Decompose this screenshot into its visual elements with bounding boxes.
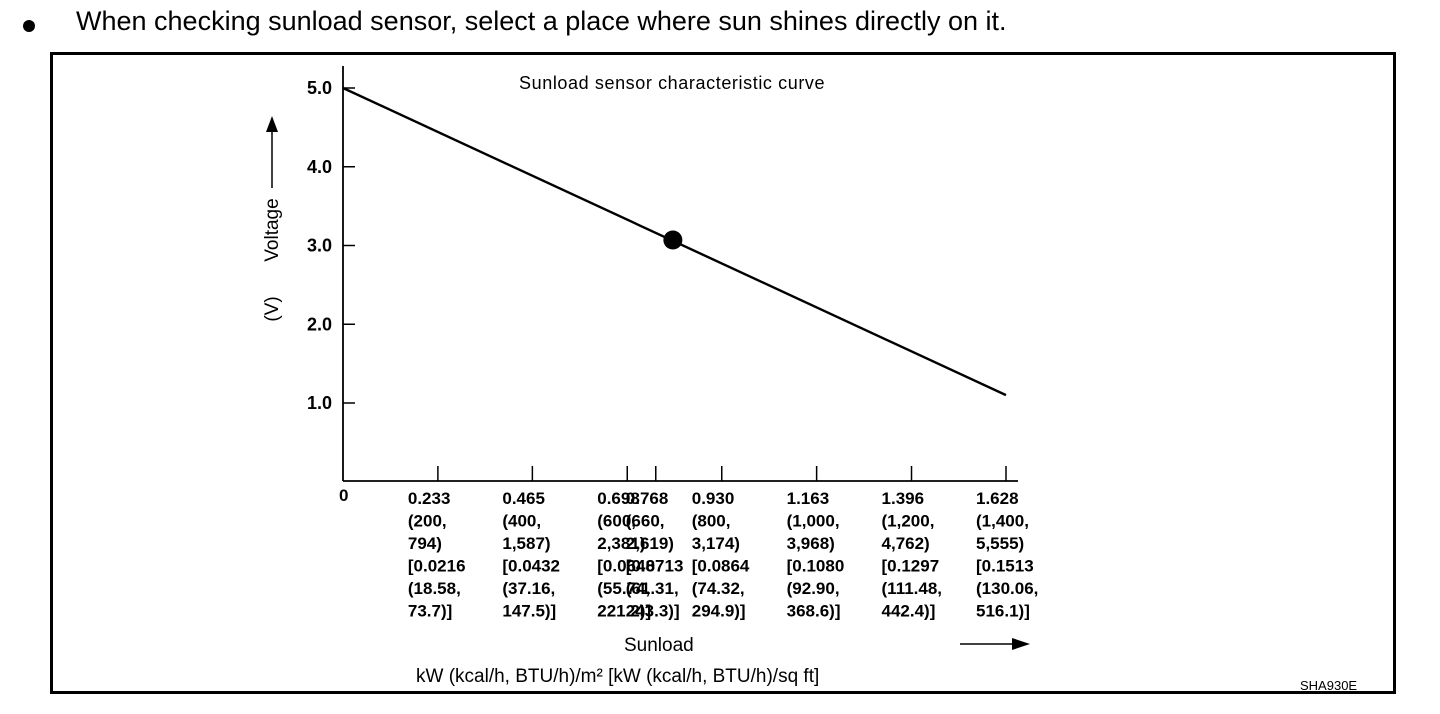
y-tick-label: 2.0 (307, 314, 332, 334)
bullet-icon (23, 20, 35, 32)
x-tick-label: 4,762) (882, 534, 930, 553)
x-tick-label: 516.1)] (976, 602, 1030, 621)
x-tick-label: [0.0864 (692, 557, 750, 576)
x-tick-label: (37.16, (502, 579, 555, 598)
x-tick-label: (1,000, (787, 512, 840, 531)
x-tick-label: 2,381) (597, 534, 645, 553)
y-tick-label: 1.0 (307, 393, 332, 413)
y-ticks: 5.0 4.0 3.0 2.0 1.0 (307, 78, 355, 413)
x-tick-label: 0.465 (502, 489, 545, 508)
y-axis-arrow (266, 116, 278, 188)
y-axis-unit-group: (V) (262, 296, 283, 321)
x-tick-label: 3,968) (787, 534, 835, 553)
x-tick-label: 221.2)] (597, 602, 651, 621)
x-tick-label: (74.32, (692, 579, 745, 598)
x-tick-label: (55.74, (597, 579, 650, 598)
x-axis-unit: kW (kcal/h, BTU/h)/m² [kW (kcal/h, BTU/h… (416, 666, 819, 687)
x-axis-arrow (960, 638, 1030, 650)
chart-frame (50, 52, 1396, 694)
x-tick-label: 0.768 (626, 489, 669, 508)
x-tick-label: 294.9)] (692, 602, 746, 621)
x-tick-label: [0.0432 (502, 557, 560, 576)
x-tick-label: 0.698 (597, 489, 640, 508)
y-axis-unit: (V) (262, 296, 283, 321)
x-tick-label: 5,555) (976, 534, 1024, 553)
x-tick-label: 243.3)] (626, 602, 680, 621)
x-tick-label: (1,200, (882, 512, 935, 531)
origin-label: 0 (339, 486, 348, 505)
x-tick-label: 794) (408, 534, 442, 553)
x-tick-label: [0.0648 (597, 557, 655, 576)
x-tick-label: 73.7)] (408, 602, 452, 621)
x-tick-label: (111.48, (882, 579, 943, 598)
x-tick-label: 2,619) (626, 534, 674, 553)
x-tick-label: [0.1297 (882, 557, 940, 576)
y-tick-label: 3.0 (307, 236, 332, 256)
x-tick-label: (800, (692, 512, 731, 531)
x-tick-label: 1.163 (787, 489, 830, 508)
instruction-text: When checking sunload sensor, select a p… (76, 6, 1007, 36)
x-tick-label: 1.628 (976, 489, 1019, 508)
x-tick-label: (61.31, (626, 579, 679, 598)
series-group (342, 86, 1007, 397)
x-tick-label: (18.58, (408, 579, 461, 598)
y-arrow-head (266, 116, 278, 132)
x-tick-label: 3,174) (692, 534, 740, 553)
x-tick-label: (400, (502, 512, 541, 531)
x-tick-label: (200, (408, 512, 447, 531)
y-tick-label: 5.0 (307, 78, 332, 98)
chart-title: Sunload sensor characteristic curve (519, 73, 825, 93)
x-tick-label: 1.396 (882, 489, 925, 508)
y-axis-label: Voltage (262, 198, 283, 261)
figure-code: SHA930E (1300, 678, 1357, 693)
x-tick-label: (92.90, (787, 579, 840, 598)
y-tick-label: 4.0 (307, 157, 332, 177)
x-tick-label: 0.233 (408, 489, 451, 508)
x-tick-label: (600, (597, 512, 636, 531)
x-tick-label: 147.5)] (502, 602, 556, 621)
x-tick-label: [0.1080 (787, 557, 845, 576)
x-ticks: 0.233 (200, 794) [0.0216 (18.58, 73.7)] 0.465 (… (408, 466, 1038, 621)
x-tick-label: (130.06, (976, 579, 1038, 598)
x-arrow-head (1012, 638, 1030, 650)
y-axis-title: Voltage (262, 198, 283, 261)
x-tick-label: 0.930 (692, 489, 735, 508)
x-tick-label: [0.0216 (408, 557, 466, 576)
operating-point-marker (663, 230, 683, 250)
x-tick-label: [0.1513 (976, 557, 1034, 576)
x-tick-label: 368.6)] (787, 602, 841, 621)
x-axis-label: Sunload (624, 635, 694, 656)
chart-axes (342, 66, 1018, 482)
x-tick-label: (1,400, (976, 512, 1029, 531)
x-tick-label: 1,587) (502, 534, 550, 553)
x-tick-label: (660, (626, 512, 665, 531)
x-tick-label: 442.4)] (882, 602, 936, 621)
x-tick-label: [0.0713 (626, 557, 684, 576)
instruction-row: When checking sunload sensor, select a p… (0, 0, 1440, 50)
